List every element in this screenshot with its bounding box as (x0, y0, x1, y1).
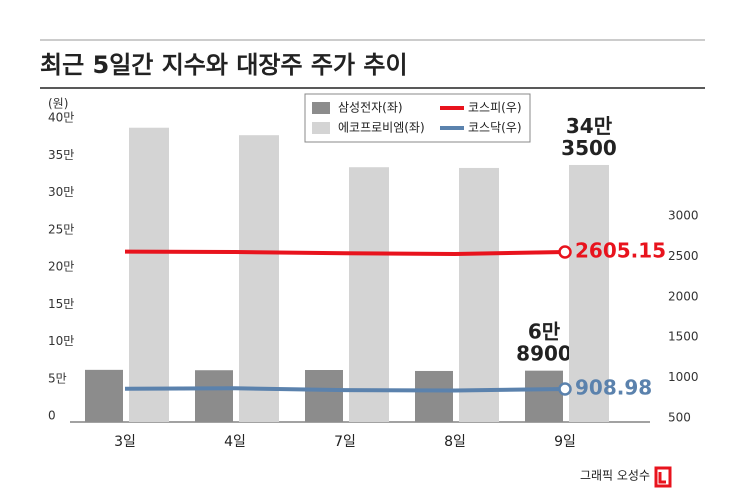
credit: 그래픽 오성수 (580, 469, 650, 483)
y-tick-label: 25만 (48, 222, 74, 236)
line (124, 249, 566, 257)
x-tick-label: 8일 (444, 434, 466, 450)
y-tick-label: 0 (48, 409, 56, 423)
value-label: 34만 3500 (561, 113, 617, 159)
y-tick-label: 40만 (48, 111, 74, 125)
legend-box (304, 93, 531, 143)
line (124, 386, 566, 393)
end-label: 908.98 (575, 375, 652, 399)
legend-swatch (312, 122, 330, 134)
y-unit: (원) (48, 97, 68, 111)
end-point (558, 382, 572, 396)
y2-tick-label: 1500 (668, 330, 699, 344)
bar (349, 167, 389, 422)
x-tick-label: 9일 (554, 434, 576, 450)
x-tick-label: 4일 (224, 434, 246, 450)
y2-tick-label: 1000 (668, 370, 699, 384)
y2-tick-label: 3000 (668, 209, 699, 223)
bar (239, 135, 279, 423)
chart-title: 최근 5일간 지수와 대장주 주가 추이 (40, 51, 408, 79)
legend-label: 코스닥(우) (468, 121, 522, 135)
y2-tick-label: 500 (668, 411, 691, 425)
legend-swatch (312, 102, 330, 114)
value-label: 6만 8900 (516, 319, 572, 365)
y2-tick-label: 2500 (668, 249, 699, 263)
y-tick-label: 10만 (48, 334, 74, 348)
legend-label: 삼성전자(좌) (338, 101, 403, 115)
x-tick-label: 3일 (114, 434, 136, 450)
bar (569, 164, 609, 422)
end-point (558, 245, 572, 259)
bar (415, 370, 453, 422)
y2-tick-label: 2000 (668, 289, 699, 303)
y-tick-label: 30만 (48, 185, 74, 199)
bar (85, 369, 123, 422)
bar (129, 127, 169, 422)
legend-label: 에코프로비엠(좌) (338, 121, 425, 135)
credit-logo (654, 466, 672, 488)
end-label: 2605.15 (575, 238, 666, 262)
bar (195, 370, 233, 422)
legend-label: 코스피(우) (468, 101, 522, 115)
y-tick-label: 15만 (48, 297, 74, 311)
y-tick-label: 5만 (48, 371, 67, 385)
y-tick-label: 35만 (48, 148, 74, 162)
x-tick-label: 7일 (334, 434, 356, 450)
bar (525, 370, 563, 422)
bar (459, 167, 499, 422)
bar (305, 369, 343, 422)
y-tick-label: 20만 (48, 260, 74, 274)
